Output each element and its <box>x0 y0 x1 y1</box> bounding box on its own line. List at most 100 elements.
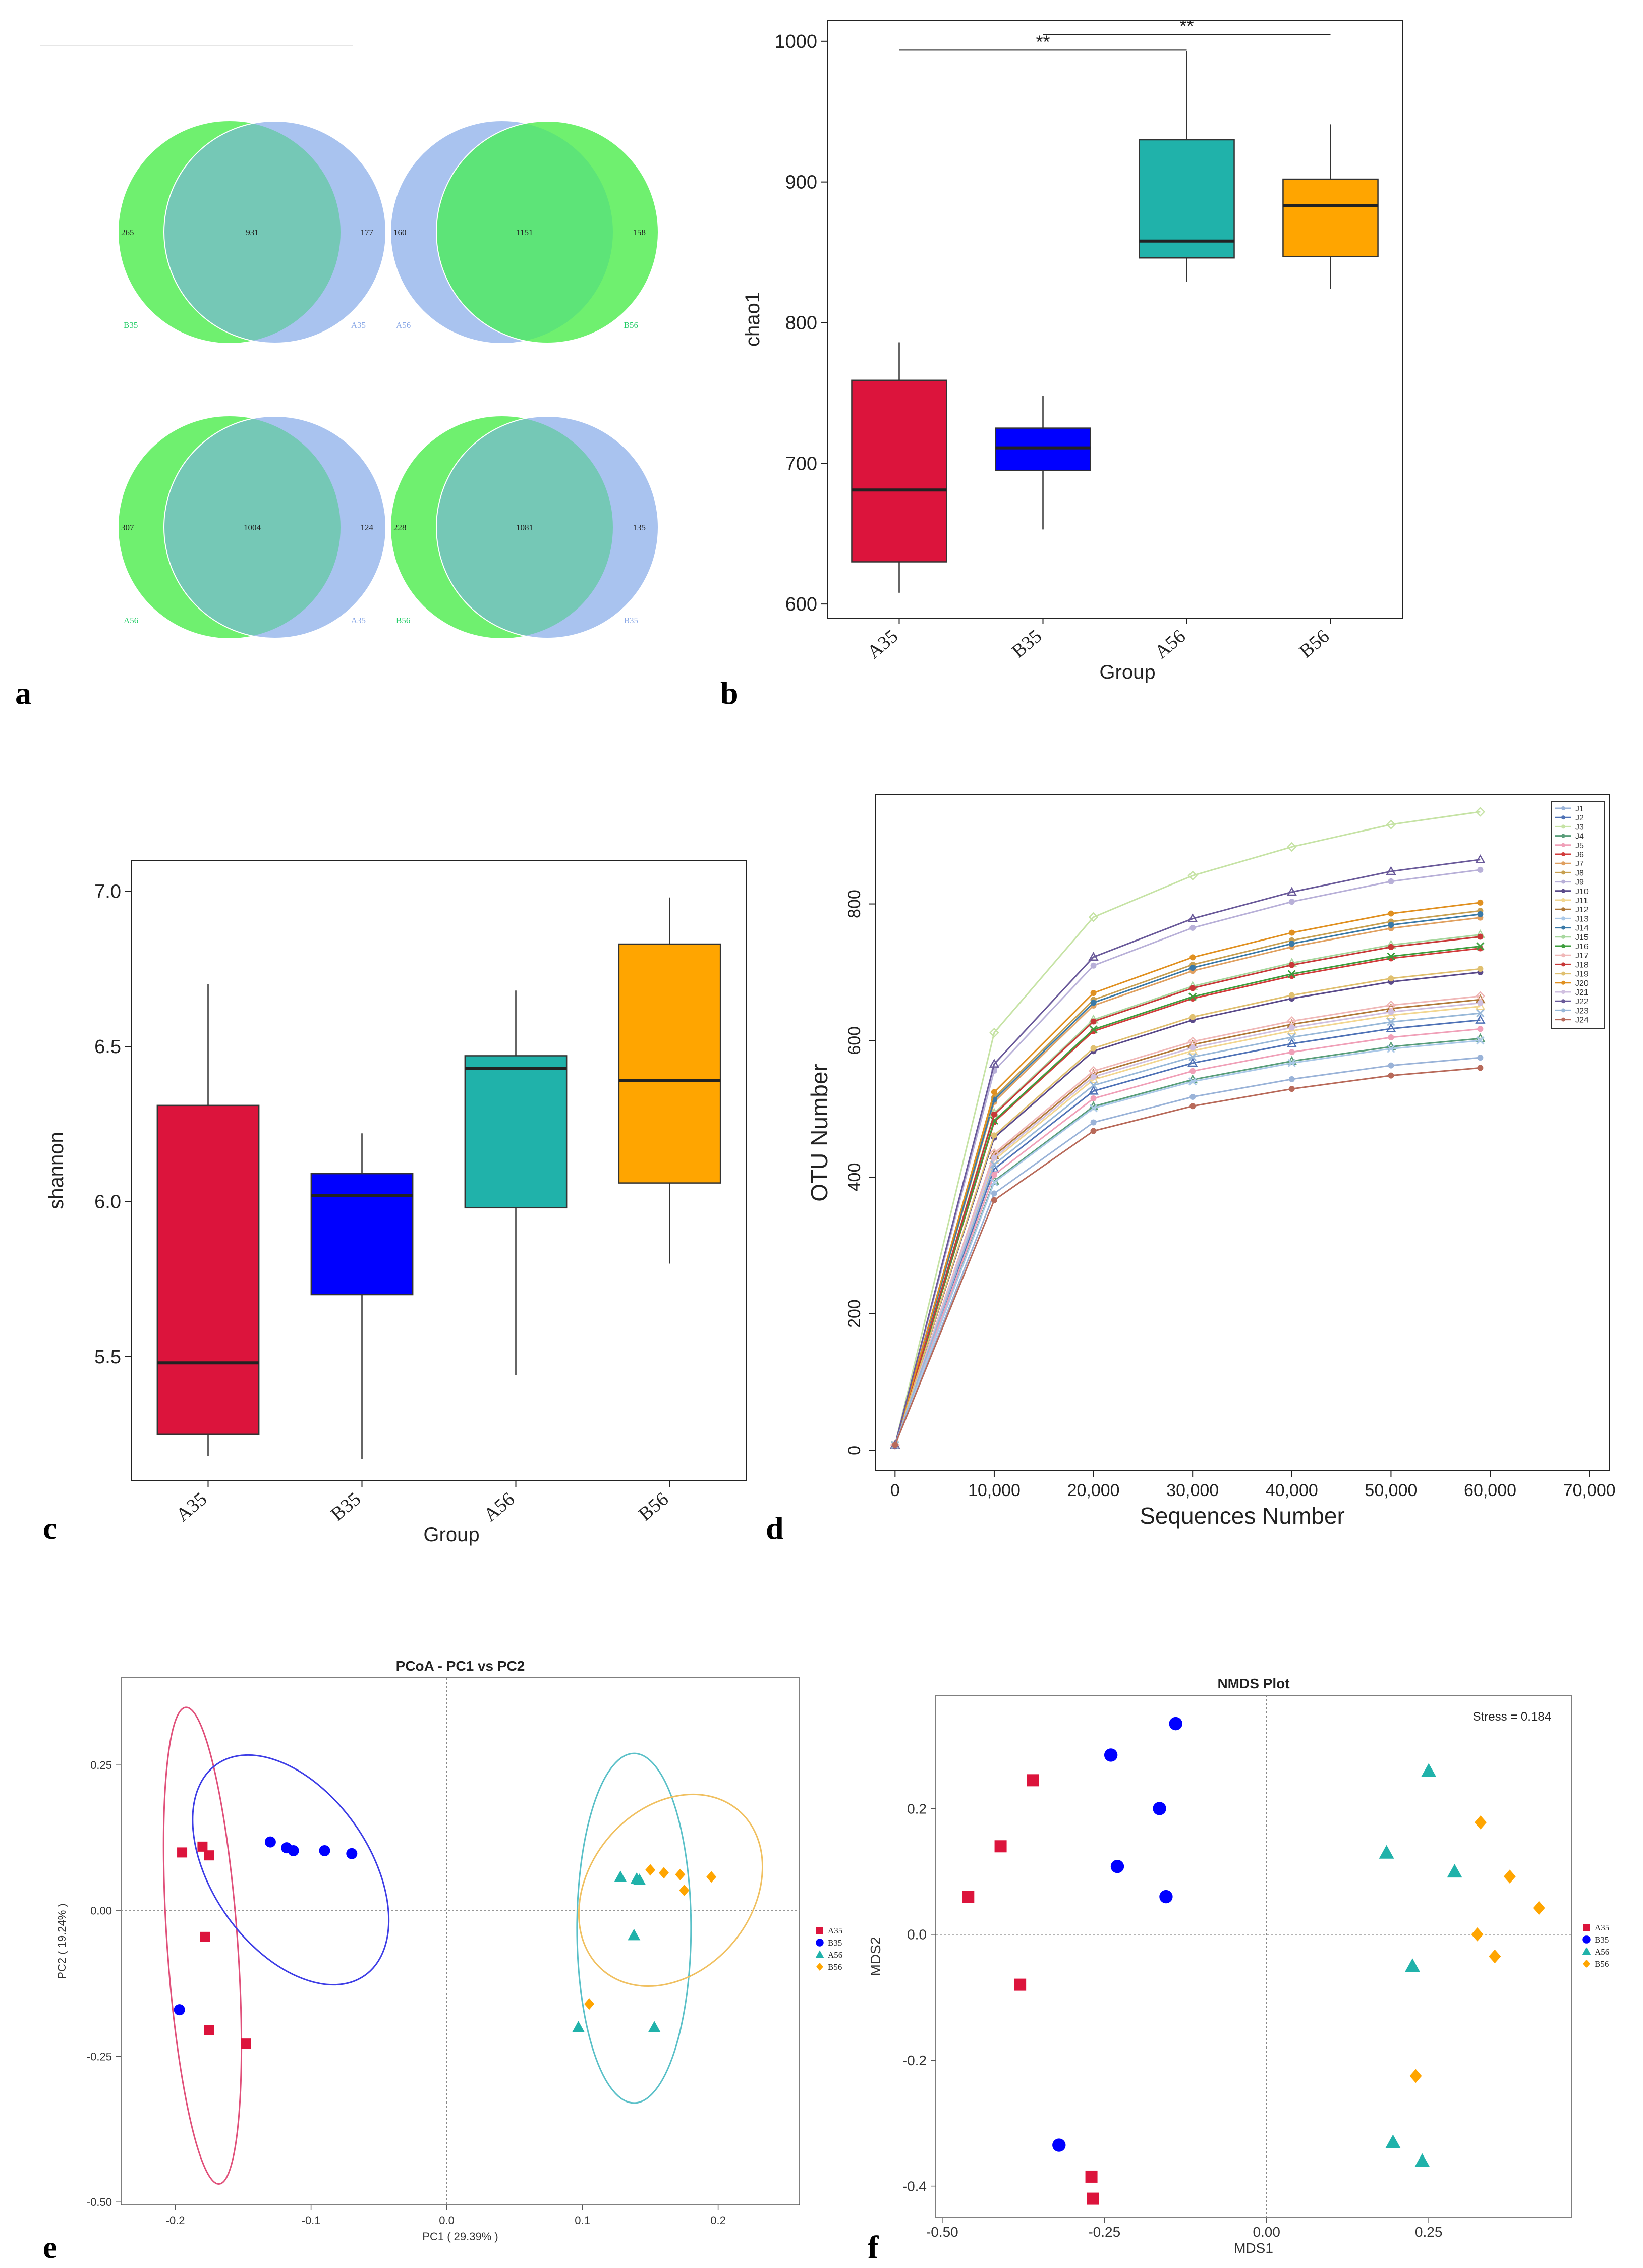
data-point <box>816 1962 823 1971</box>
group-A56 <box>1379 1763 1462 2167</box>
data-point <box>1288 962 1295 968</box>
venn-right-label: A35 <box>351 320 366 330</box>
box-A35 <box>851 342 947 593</box>
y-tick-label: 800 <box>785 312 817 334</box>
box-A35 <box>156 984 260 1456</box>
y-axis-label: MDS2 <box>868 1937 883 1976</box>
legend-label: A56 <box>828 1950 842 1960</box>
panel-letter-b: b <box>720 675 739 711</box>
data-point <box>1447 1864 1462 1878</box>
data-point <box>990 1160 999 1169</box>
legend-label: J4 <box>1575 833 1584 841</box>
y-tick-label: 6.5 <box>94 1036 121 1058</box>
x-tick-label: 0.2 <box>710 2214 726 2227</box>
data-point <box>1288 1049 1295 1056</box>
y-tick-label: 0 <box>845 1446 864 1455</box>
data-point <box>1090 1119 1097 1126</box>
confidence-ellipse-A56 <box>576 1752 692 2104</box>
legend-label: J1 <box>1575 805 1584 813</box>
data-point <box>1187 1058 1198 1067</box>
venn-right-outline <box>163 121 386 344</box>
data-point <box>991 1197 997 1203</box>
x-tick-label: 20,000 <box>1067 1481 1120 1500</box>
x-tick-label: A35 <box>172 1488 211 1526</box>
legend-label: J17 <box>1575 952 1589 960</box>
data-point <box>584 1998 595 2010</box>
x-tick-label: -0.25 <box>1088 2224 1120 2240</box>
data-point <box>1388 922 1394 928</box>
x-axis-label: Sequences Number <box>1140 1503 1345 1529</box>
data-point <box>1288 992 1295 999</box>
legend-frame <box>1551 801 1605 1029</box>
data-point <box>1187 913 1198 922</box>
data-point <box>989 1059 1000 1068</box>
y-tick-label: -0.4 <box>902 2178 927 2194</box>
group-B56 <box>1409 1815 1545 2083</box>
legend-marker <box>1561 1017 1565 1022</box>
data-point <box>264 1836 276 1848</box>
data-point <box>1188 992 1197 1001</box>
data-point <box>1104 1748 1118 1762</box>
legend-label: J11 <box>1575 897 1588 905</box>
legend-label: J9 <box>1575 878 1584 887</box>
data-point <box>1188 1053 1197 1061</box>
series-line <box>894 811 1481 1445</box>
data-point <box>614 1870 627 1882</box>
data-point <box>1090 1128 1097 1134</box>
y-tick-label: 600 <box>785 594 817 615</box>
legend-label: J18 <box>1575 961 1589 969</box>
legend: A35 B35 A56 B56 <box>815 1926 842 1972</box>
venn-shared-count: 1004 <box>244 523 261 532</box>
data-point <box>1489 1949 1501 1964</box>
data-point <box>1089 1104 1098 1113</box>
series-J1 <box>892 1055 1484 1448</box>
data-point <box>177 1847 188 1858</box>
venn-right-outline <box>436 416 659 639</box>
group-B35 <box>174 1836 358 2016</box>
x-tick-label: 10,000 <box>968 1481 1021 1500</box>
data-point <box>174 2004 185 2016</box>
legend-marker <box>1561 879 1565 884</box>
legend-marker <box>1561 852 1565 856</box>
series-J3 <box>890 807 1486 1450</box>
data-point <box>572 2021 585 2032</box>
data-point <box>633 1873 646 1885</box>
data-point <box>991 1089 997 1095</box>
confidence-ellipse-A35 <box>162 1706 243 2185</box>
data-point <box>1027 1774 1039 1787</box>
x-tick-label: A56 <box>480 1488 519 1526</box>
data-point <box>1477 866 1484 873</box>
legend-marker <box>1561 999 1565 1004</box>
data-point <box>1582 1935 1591 1944</box>
confidence-ellipse-B35 <box>192 1754 390 1986</box>
data-point <box>1189 1014 1196 1020</box>
data-point <box>1475 1015 1486 1024</box>
data-point <box>1476 942 1485 951</box>
data-point <box>1582 1947 1591 1955</box>
box-B35 <box>310 1133 414 1459</box>
panel-letter-f: f <box>868 2229 879 2265</box>
data-point <box>1388 1072 1394 1079</box>
data-point <box>241 2038 251 2049</box>
data-point <box>1188 1077 1197 1086</box>
iqr-box <box>156 1104 260 1435</box>
data-point <box>1386 866 1396 875</box>
data-point <box>1090 989 1097 996</box>
data-point <box>991 1190 997 1197</box>
series-J5 <box>892 1026 1484 1448</box>
data-point <box>1475 807 1486 817</box>
box-B56 <box>618 897 721 1264</box>
box-B35 <box>995 396 1091 530</box>
group-A35 <box>962 1774 1099 2205</box>
legend-label: J14 <box>1575 924 1589 933</box>
venn-right-count: 124 <box>361 523 374 532</box>
significance-marker: ** <box>1179 16 1194 36</box>
data-point <box>989 1027 999 1038</box>
x-tick-label: 0 <box>890 1481 900 1500</box>
x-tick-label: 0.1 <box>575 2214 590 2227</box>
venn-shared-count: 931 <box>246 228 259 237</box>
data-point <box>1189 1103 1196 1110</box>
data-point <box>1087 2192 1099 2205</box>
data-point <box>1189 954 1196 961</box>
